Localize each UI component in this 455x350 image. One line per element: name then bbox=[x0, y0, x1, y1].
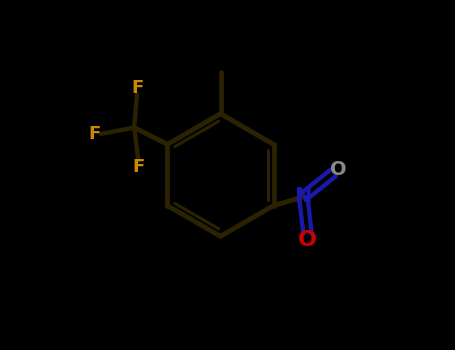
Text: F: F bbox=[132, 158, 145, 176]
Text: F: F bbox=[89, 125, 101, 143]
Text: F: F bbox=[131, 79, 143, 97]
Text: O: O bbox=[330, 160, 347, 179]
Text: O: O bbox=[298, 230, 317, 250]
Text: N: N bbox=[294, 187, 312, 207]
